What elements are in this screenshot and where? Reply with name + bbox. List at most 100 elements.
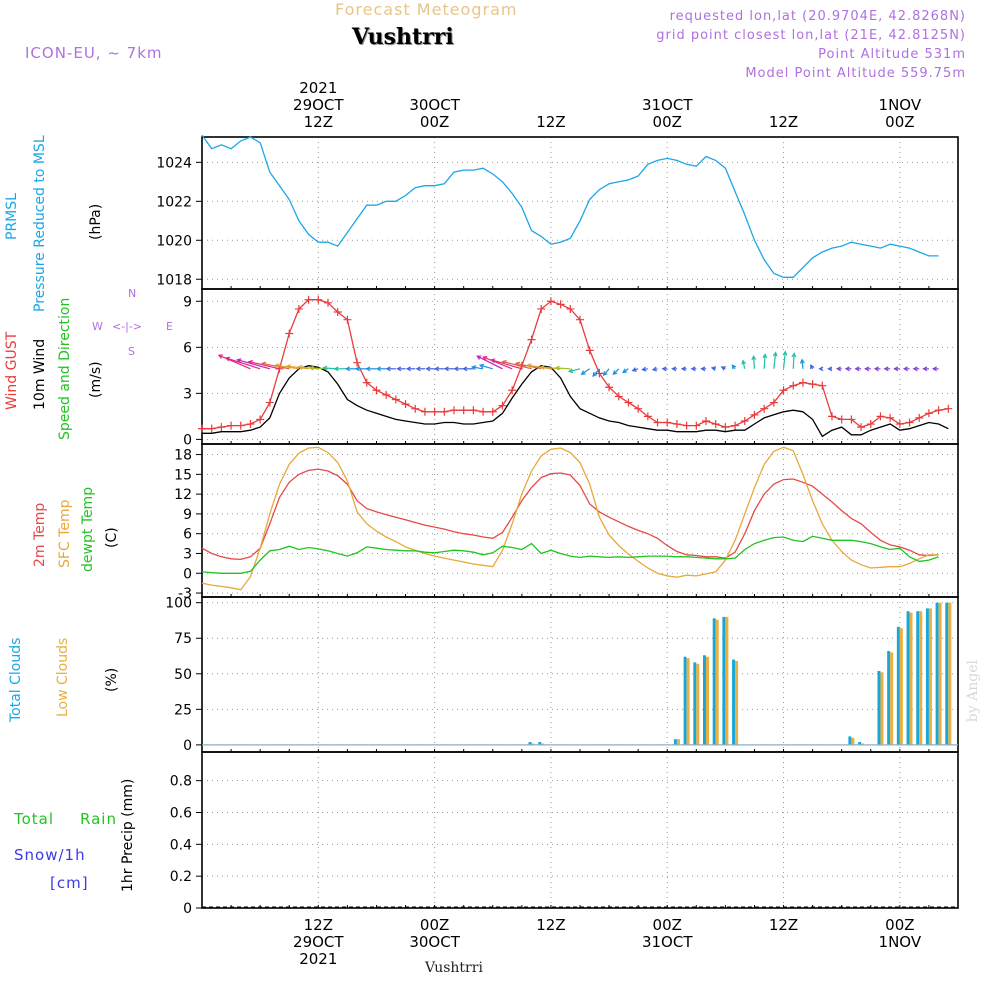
gust-marker	[440, 407, 449, 416]
wind-arrow-head	[567, 368, 574, 374]
wind-arrow	[480, 364, 493, 370]
gust-marker	[236, 421, 245, 430]
gust-marker	[614, 392, 623, 401]
total-cloud-bar	[693, 662, 697, 745]
precip-ytick-label: 0.8	[170, 774, 192, 790]
precip-ytick-label: 0.6	[170, 805, 192, 821]
total-cloud-bar	[877, 670, 881, 745]
wind-arrow-head	[741, 359, 747, 365]
gust-line	[202, 299, 949, 430]
clouds-frame	[201, 596, 959, 753]
top-time-label: 2021	[299, 79, 337, 97]
wind-arrow-head	[791, 352, 797, 358]
temp-ytick-label: 15	[174, 467, 192, 483]
wind-arrow	[502, 361, 532, 370]
total-cloud-bar	[906, 611, 910, 745]
wind-arrow-head	[501, 360, 507, 365]
wind-arrow	[592, 368, 600, 377]
wind-arrow-head	[514, 361, 521, 367]
wind-arrow	[527, 364, 552, 370]
wind-arrow-head	[476, 355, 482, 360]
clouds-ytick-label: 25	[174, 702, 192, 718]
label-percent: (%)	[104, 667, 120, 692]
model-altitude: Model Point Altitude 559.75m	[745, 66, 966, 81]
gust-marker	[924, 409, 933, 418]
bottom-time-label: 12Z	[304, 916, 333, 934]
label-total-clouds: Total Clouds	[8, 637, 24, 722]
wind-arrow	[742, 360, 746, 369]
requested-coords: requested lon,lat (20.9704E, 42.8268N)	[669, 9, 966, 24]
wind-arrow-head	[690, 366, 696, 372]
total-cloud-bar	[848, 736, 852, 745]
wind-ytick-label: 3	[183, 386, 192, 402]
precip-ytick-label: 0	[183, 901, 192, 917]
wind-arrow-head	[365, 366, 371, 372]
gust-marker	[905, 418, 914, 427]
wind-line	[202, 365, 949, 438]
gust-marker	[498, 401, 507, 410]
wind-arrow-head	[345, 366, 351, 372]
wind-arrow-head	[751, 354, 757, 361]
gust-marker	[537, 304, 546, 313]
bottom-time-label: 12Z	[536, 916, 565, 934]
clouds-ytick-label: 0	[183, 738, 192, 754]
gust-marker	[527, 335, 536, 344]
gust-marker	[585, 346, 594, 355]
wind-arrow-head	[931, 366, 938, 372]
gust-marker	[488, 407, 497, 416]
pressure-frame	[201, 136, 959, 290]
gust-marker	[750, 410, 759, 419]
wind-arrow-head	[818, 366, 824, 372]
bottom-time-label: 00Z	[885, 916, 914, 934]
label-sfc-temp: SFC Temp	[57, 499, 73, 568]
gust-marker	[760, 404, 769, 413]
total-cloud-bar	[896, 626, 900, 745]
gust-marker	[682, 421, 691, 430]
wind-arrow-head	[539, 364, 545, 370]
top-time-label: 30OCT	[409, 96, 460, 114]
wind-arrow	[275, 364, 300, 370]
pressure-ytick-label: 1024	[156, 155, 192, 171]
label-low-clouds: Low Clouds	[55, 637, 71, 717]
gust-marker	[702, 416, 710, 425]
top-time-label: 12Z	[769, 113, 798, 131]
wind-arrow-head	[710, 366, 717, 372]
label-1hr-precip: 1hr Precip (mm)	[120, 778, 136, 892]
gust-marker	[546, 297, 555, 306]
total-cloud-bar	[538, 742, 542, 745]
wind-arrow-head	[285, 364, 291, 369]
wind-arrow	[225, 357, 261, 370]
gust-marker	[731, 421, 740, 430]
point-altitude: Point Altitude 531m	[818, 47, 966, 62]
gust-marker	[866, 420, 875, 429]
wind-arrow-head	[443, 366, 449, 372]
low-cloud-bar	[928, 608, 932, 745]
total-cloud-bar	[945, 602, 949, 745]
temp-ytick-label: 12	[174, 487, 192, 503]
wind-arrow-head	[902, 366, 908, 372]
pressure-ytick-label: 1018	[156, 272, 192, 288]
wind-arrow-head	[247, 359, 253, 365]
clouds-ytick-label: 100	[165, 596, 192, 612]
gust-marker	[227, 421, 236, 430]
wind-ytick-label: 9	[183, 294, 192, 310]
gust-marker	[198, 424, 206, 433]
wind-arrow	[782, 351, 786, 369]
wind-arrow-head	[592, 371, 598, 377]
low-cloud-bar	[676, 739, 680, 745]
wind-arrow	[218, 354, 251, 370]
wind-arrow	[792, 353, 795, 369]
temp-ytick-label: 9	[183, 507, 192, 523]
wind-arrow	[763, 354, 766, 369]
label-prmsl: PRMSL	[4, 193, 20, 240]
wind-arrow-head	[893, 366, 899, 372]
gust-marker	[207, 424, 216, 433]
wind-arrow-head	[883, 366, 889, 372]
wind-arrow-head	[490, 358, 496, 364]
gust-marker	[469, 406, 478, 415]
gust-marker	[256, 415, 265, 424]
gust-marker	[857, 423, 866, 432]
label-cm: [cm]	[50, 874, 89, 892]
bottom-time-label: 31OCT	[642, 933, 693, 951]
